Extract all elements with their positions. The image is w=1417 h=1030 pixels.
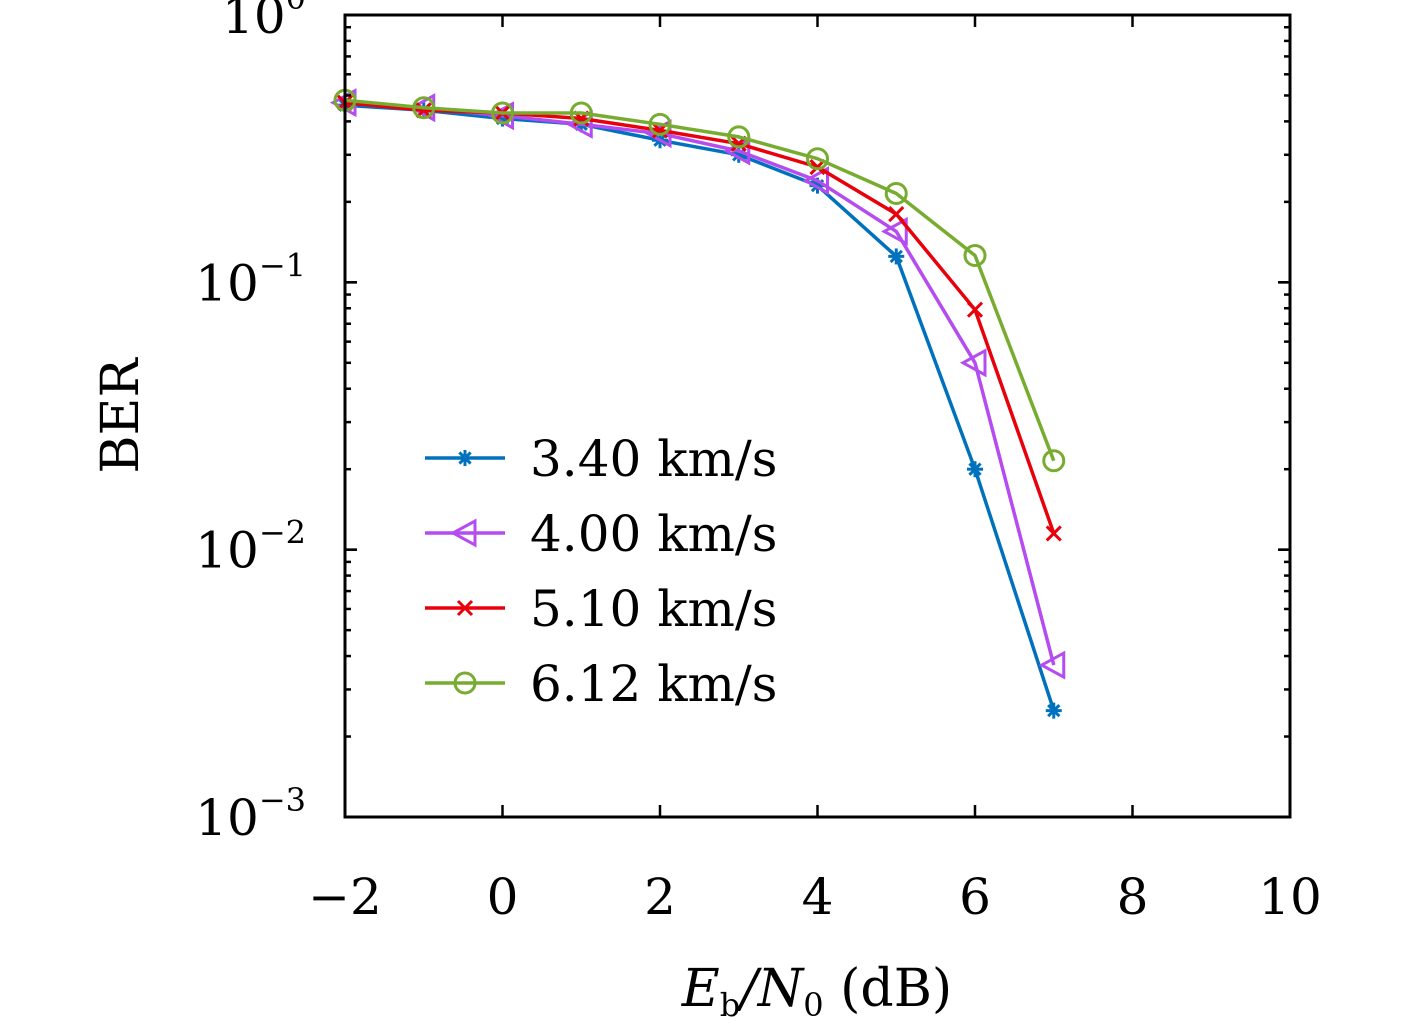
plot-frame — [343, 13, 1292, 819]
legend-entry: 4.00 km/s — [425, 505, 777, 563]
legend-entry: 5.10 km/s — [425, 580, 777, 638]
axis-ticks — [343, 13, 1292, 819]
data-point — [1042, 449, 1066, 473]
data-point — [802, 166, 829, 196]
series-line — [344, 98, 1056, 462]
data-point — [963, 244, 987, 268]
x-tick-label: 4 — [802, 868, 834, 926]
data-point — [966, 301, 984, 318]
data-point — [888, 248, 905, 265]
x-axis-label: Eb/N0 (dB) — [681, 959, 952, 1024]
legend-entry: 3.40 km/s — [425, 430, 777, 488]
data-point — [569, 101, 593, 125]
x-tick-label: −2 — [308, 868, 382, 926]
legend-label: 3.40 km/s — [530, 430, 777, 488]
legend-label: 6.12 km/s — [530, 655, 777, 713]
x-tick-label: 0 — [487, 868, 519, 926]
legend-marker — [456, 599, 474, 617]
data-point — [491, 101, 514, 125]
axis-tick-labels: −2 0 2 4 6 8 10 100 10−1 10−2 10−3 — [195, 0, 1322, 926]
data-point — [1045, 702, 1062, 719]
data-point — [959, 348, 987, 378]
data-point — [727, 125, 751, 149]
data-point — [967, 461, 983, 478]
data-point — [884, 181, 908, 205]
data-point — [1045, 525, 1062, 542]
data-point — [648, 112, 672, 136]
x-tick-label: 10 — [1258, 868, 1322, 926]
legend-marker — [449, 518, 477, 548]
data-point — [881, 216, 908, 246]
legend-entry: 6.12 km/s — [425, 655, 777, 713]
x-tick-label: 6 — [959, 868, 991, 926]
data-point — [1038, 650, 1066, 680]
data-point — [412, 96, 436, 120]
x-tick-label: 2 — [644, 868, 676, 926]
chart-marks — [329, 88, 1066, 719]
legend-label: 4.00 km/s — [530, 505, 777, 563]
y-tick-label: 100 — [222, 0, 306, 45]
data-point — [888, 206, 905, 223]
y-axis-label: BER — [91, 356, 151, 473]
data-point — [806, 147, 829, 171]
legend-marker — [453, 671, 477, 695]
series-line — [344, 103, 1056, 712]
legend-label: 5.10 km/s — [530, 580, 777, 638]
y-tick-label: 10−1 — [195, 246, 306, 312]
legend: 3.40 km/s 4.00 km/s 5.10 km/s 6.12 km/s — [425, 430, 777, 713]
legend-marker — [457, 450, 473, 466]
y-tick-label: 10−3 — [195, 781, 306, 847]
y-tick-label: 10−2 — [195, 514, 306, 580]
x-tick-label: 8 — [1117, 868, 1149, 926]
series-4 — [333, 88, 1066, 473]
